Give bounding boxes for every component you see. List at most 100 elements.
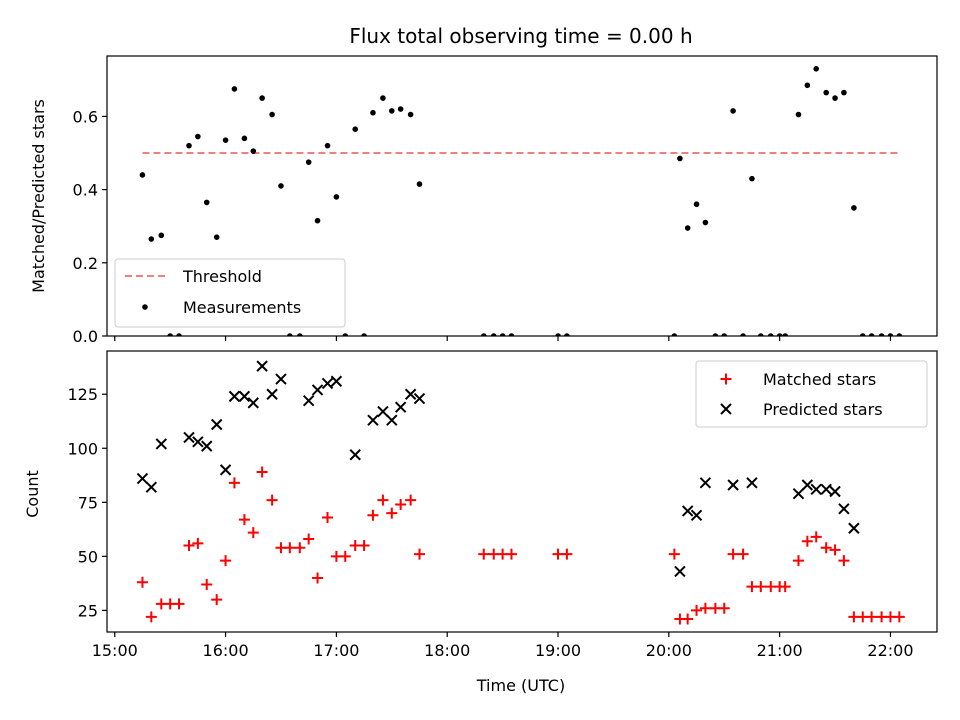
measurement-point	[250, 148, 257, 154]
matched-star-point	[238, 514, 250, 526]
matched-star-point	[820, 542, 832, 554]
matched-star-point	[718, 602, 730, 614]
measurement-point	[813, 66, 820, 72]
measurement-point	[297, 333, 303, 336]
measurement-point	[269, 111, 275, 118]
bottom-y-tick-label: 75	[78, 493, 98, 512]
matched-star-point	[668, 548, 680, 560]
predicted-star-point	[210, 418, 223, 431]
matched-star-point	[136, 576, 148, 588]
measurement-point	[407, 111, 414, 118]
legend-predicted-swatch	[720, 403, 732, 415]
predicted-star-point	[838, 503, 850, 515]
bottom-series-1	[136, 360, 860, 578]
matched-star-point	[478, 548, 490, 560]
predicted-star-point	[321, 377, 334, 390]
measurement-point	[832, 95, 838, 101]
measurement-point	[730, 108, 736, 114]
measurement-point	[804, 82, 811, 89]
measurement-point	[693, 201, 700, 208]
matched-star-point	[322, 511, 334, 523]
predicted-star-point	[367, 414, 379, 426]
measurement-point	[749, 175, 755, 182]
bottom-legend: Matched stars Predicted stars	[695, 360, 928, 428]
matched-star-point	[211, 594, 223, 606]
predicted-star-point	[349, 449, 361, 461]
measurement-point	[176, 333, 182, 336]
measurement-point	[868, 333, 875, 336]
matched-star-point	[405, 494, 417, 506]
x-tick-label: 22:00	[867, 641, 913, 660]
matched-star-point	[505, 548, 517, 560]
measurement-point	[195, 133, 201, 140]
predicted-star-point	[413, 392, 426, 405]
measurement-point	[677, 155, 683, 162]
measurement-point	[352, 126, 359, 133]
matched-star-point	[339, 550, 351, 562]
measurement-point	[305, 159, 312, 165]
matched-star-point	[737, 548, 749, 560]
predicted-star-point	[145, 481, 158, 493]
bottom-series-0	[136, 466, 905, 625]
measurement-point	[314, 217, 321, 224]
measurement-point	[241, 135, 248, 142]
measurement-point	[499, 333, 506, 336]
matched-star-point	[266, 494, 278, 506]
matched-star-point	[829, 544, 841, 556]
legend-measurement-swatch	[142, 304, 148, 310]
x-tick-label: 15:00	[92, 641, 138, 660]
measurement-point	[388, 108, 395, 114]
chart-title: Flux total observing time = 0.00 h	[349, 24, 692, 48]
measurement-point	[564, 333, 570, 336]
predicted-star-point	[727, 479, 739, 491]
matched-star-point	[256, 466, 268, 478]
measurement-point	[148, 236, 155, 242]
predicted-star-point	[681, 505, 694, 517]
matched-star-point	[145, 611, 157, 623]
predicted-star-point	[330, 375, 343, 387]
measurement-point	[370, 109, 376, 116]
predicted-star-point	[311, 384, 324, 396]
top-legend: Threshold Measurements	[114, 258, 346, 328]
predicted-star-point	[746, 477, 758, 489]
matched-star-point	[561, 548, 573, 560]
matched-star-point	[303, 533, 315, 545]
top-series-0	[139, 66, 903, 336]
x-axis-label: Time (UTC)	[476, 676, 565, 695]
predicted-star-point	[829, 485, 841, 498]
top-y-tick-label: 0.0	[73, 327, 98, 346]
measurement-point	[671, 333, 678, 336]
top-panel: 0.0 0.2 0.4 0.6 Threshold Measurements	[73, 55, 938, 346]
measurement-point	[259, 95, 265, 101]
measurement-point	[287, 333, 293, 336]
measurement-point	[416, 181, 423, 187]
matched-star-point	[893, 611, 905, 623]
bottom-panel: 25 50 75 100 125 15:00 16:00 17:00 18:00 19:00 20:…	[67, 350, 938, 660]
measurement-point	[480, 333, 487, 336]
matched-star-point	[413, 548, 425, 560]
measurement-point	[508, 333, 515, 336]
x-tick-label: 19:00	[535, 641, 581, 660]
predicted-star-point	[266, 388, 278, 400]
predicted-star-point	[792, 487, 805, 500]
bottom-legend-box	[695, 360, 928, 428]
predicted-star-point	[155, 438, 168, 450]
measurement-point	[555, 333, 561, 336]
measurement-point	[740, 333, 746, 336]
matched-star-point	[792, 555, 804, 567]
matched-star-point	[727, 548, 739, 560]
top-y-tick-label: 0.2	[73, 254, 98, 273]
predicted-star-point	[275, 373, 287, 385]
top-legend-box	[114, 258, 346, 328]
x-tick-label: 21:00	[757, 641, 803, 660]
top-axes-frame	[106, 55, 938, 337]
measurement-point	[851, 205, 857, 211]
bottom-axes-frame	[106, 350, 938, 633]
predicted-star-point	[386, 414, 398, 426]
bottom-plot-area	[136, 360, 905, 625]
top-y-axis-label: Matched/Predicted stars	[29, 99, 48, 293]
measurement-point	[222, 137, 229, 143]
measurement-point	[158, 232, 165, 239]
matched-star-point	[247, 527, 259, 539]
